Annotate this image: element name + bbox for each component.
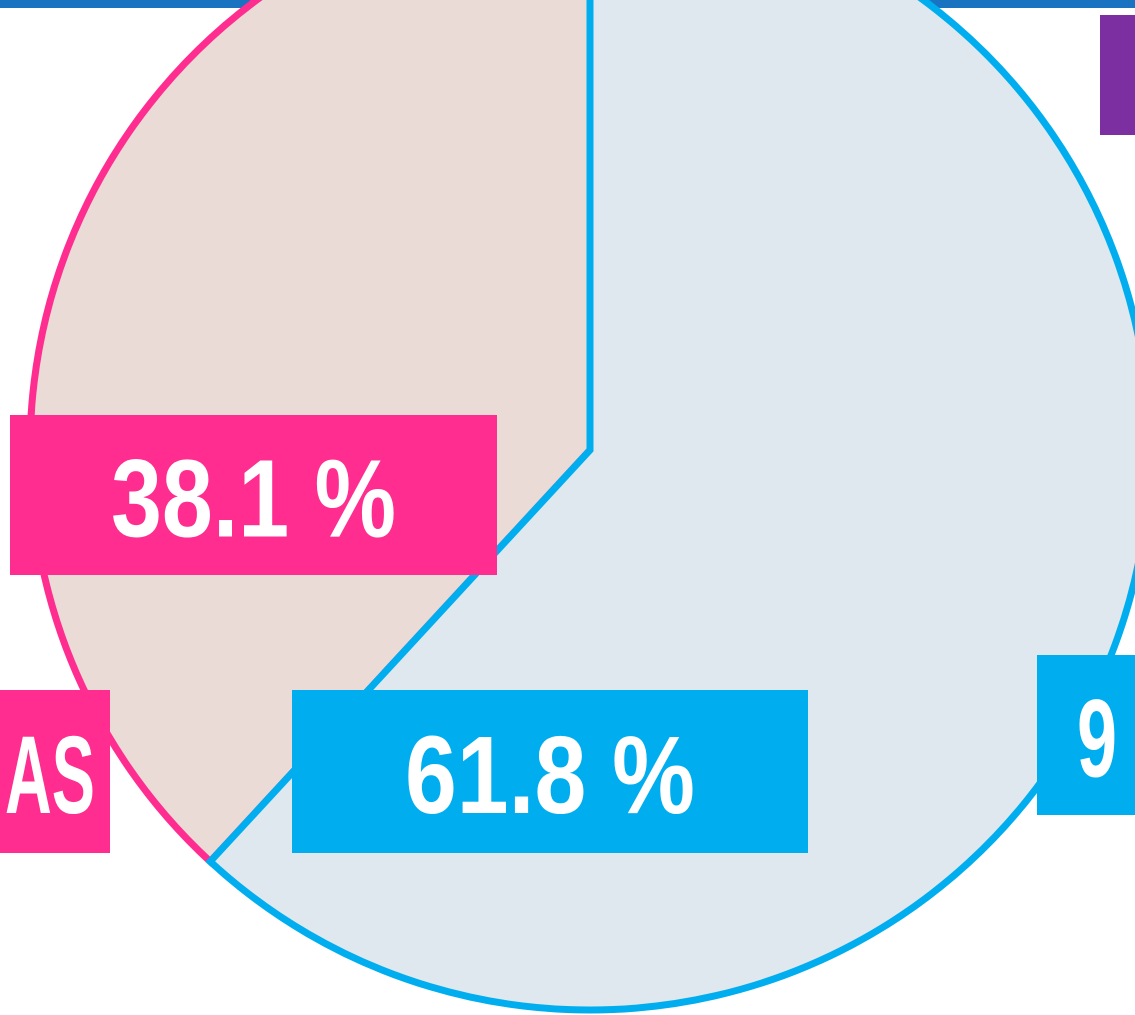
- purple-box: [1100, 15, 1135, 135]
- category-label: AS: [5, 714, 95, 837]
- value-label: 38.1 %: [111, 438, 396, 561]
- annotation: 9: [1077, 678, 1117, 801]
- page: {"chart_data":{"type":"pie","categories"…: [0, 0, 1135, 1015]
- value-label: 61.8 %: [405, 714, 695, 837]
- chart: 38.1 % 61.8 % AS 9: [0, 0, 1135, 1015]
